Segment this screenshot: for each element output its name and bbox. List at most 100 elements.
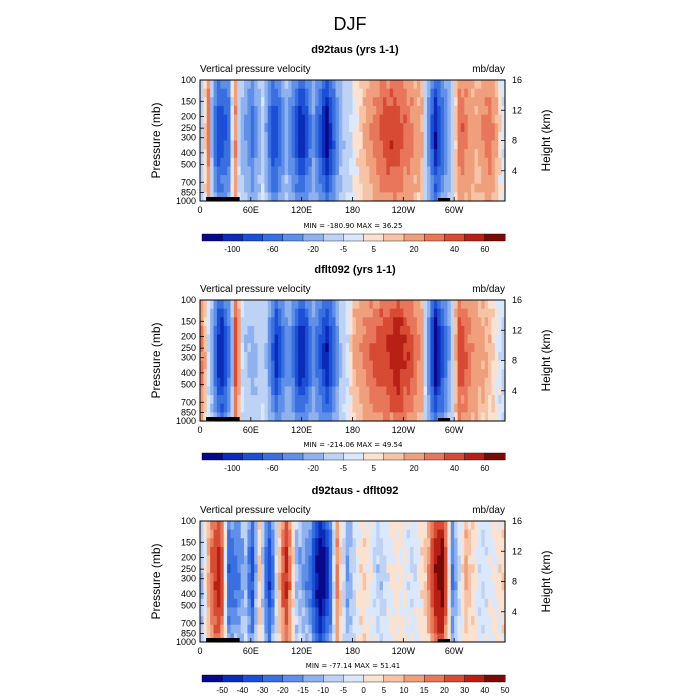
heatmap-cell [440,300,445,310]
heatmap-cell [369,175,374,185]
heatmap-cell [498,590,503,600]
heatmap-cell [386,546,391,557]
heatmap-cell [284,334,289,344]
heatmap-cell [393,377,398,388]
heatmap-cell [376,555,381,565]
heatmap-cell [281,80,286,90]
heatmap-cell [325,564,330,574]
heatmap-cell [416,300,421,310]
heatmap-cell [437,395,442,405]
heatmap-cell [488,538,493,548]
heatmap-cell [396,157,401,168]
heatmap-cell [386,369,391,379]
heatmap-cell [284,149,289,159]
heatmap-cell [335,598,340,609]
heatmap-cell [366,624,371,634]
heatmap-cell [261,183,265,193]
heatmap-cell [477,581,482,591]
heatmap-cell [288,175,293,185]
heatmap-cell [366,598,371,609]
heatmap-cell [464,300,469,310]
heatmap-cell [254,572,259,583]
heatmap-cell [498,175,503,185]
heatmap-cell [325,546,330,557]
heatmap-cell [430,624,435,634]
heatmap-cell [338,564,343,574]
heatmap-cell [342,616,347,626]
heatmap-cell [284,88,289,98]
heatmap-cell [454,123,459,133]
heatmap-cell [410,395,415,405]
heatmap-cell [305,149,310,159]
heatmap-cell [203,529,208,539]
heatmap-cell [345,343,350,353]
heatmap-cell [491,616,496,626]
heatmap-cell [274,123,279,133]
heatmap-cell [247,581,252,591]
heatmap-cell [450,149,455,159]
heatmap-cell [261,149,265,159]
heatmap-cell [274,80,279,90]
heatmap-cell [403,325,408,336]
heatmap-cell [467,624,472,634]
heatmap-cell [291,581,296,591]
heatmap-cell [454,546,459,557]
heatmap-cell [359,633,364,643]
heatmap-cell [440,572,445,583]
heatmap-cell [447,175,452,185]
heatmap-cell [460,166,465,176]
heatmap-cell [332,192,337,202]
heatmap-cell [416,360,421,370]
heatmap-cell [403,624,408,634]
heatmap-cell [305,131,310,142]
heatmap-cell [359,564,364,574]
heatmap-cell [352,590,357,600]
heatmap-cell [257,351,262,362]
heatmap-cell [281,581,286,591]
heatmap-cell [227,343,232,353]
heatmap-cell [237,140,242,150]
heatmap-cell [379,140,384,150]
heatmap-cell [457,97,462,107]
heatmap-cell [494,166,499,176]
heatmap-cell [244,308,249,318]
heatmap-cell [413,183,418,193]
heatmap-cell [376,88,381,98]
heatmap-cell [437,564,442,574]
heatmap-cell [440,624,445,634]
heatmap-cell [389,88,394,98]
heatmap-cell [366,351,371,362]
heatmap-cell [223,175,228,185]
heatmap-cell [227,325,232,336]
heatmap-cell [315,624,320,634]
heatmap-cell [254,88,259,98]
heatmap-cell [305,157,310,168]
heatmap-cell [389,616,394,626]
heatmap-cell [460,395,465,405]
heatmap-cell [298,395,303,405]
heatmap-cell [416,325,421,336]
heatmap-cell [233,564,238,574]
heatmap-cell [396,343,401,353]
heatmap-cell [206,538,211,548]
heatmap-cell [481,412,486,422]
heatmap-cell [315,546,320,557]
heatmap-cell [291,351,296,362]
heatmap-cell [454,105,459,116]
heatmap-cell [277,581,282,591]
heatmap-cell [277,157,282,168]
heatmap-cell [393,538,398,548]
heatmap-cell [355,607,360,617]
heatmap-cell [230,555,235,565]
heatmap-cell [406,546,411,557]
heatmap-cell [430,564,435,574]
colorbar-swatch [444,233,466,242]
heatmap-cell [301,564,306,574]
heatmap-cell [481,80,486,90]
heatmap-cell [335,633,340,643]
heatmap-cell [335,369,340,379]
colorbar-label: -5 [340,686,348,695]
panel-title: dflt092 (yrs 1-1) [314,264,396,276]
heatmap-cell [267,80,272,90]
heatmap-cell [393,166,398,176]
